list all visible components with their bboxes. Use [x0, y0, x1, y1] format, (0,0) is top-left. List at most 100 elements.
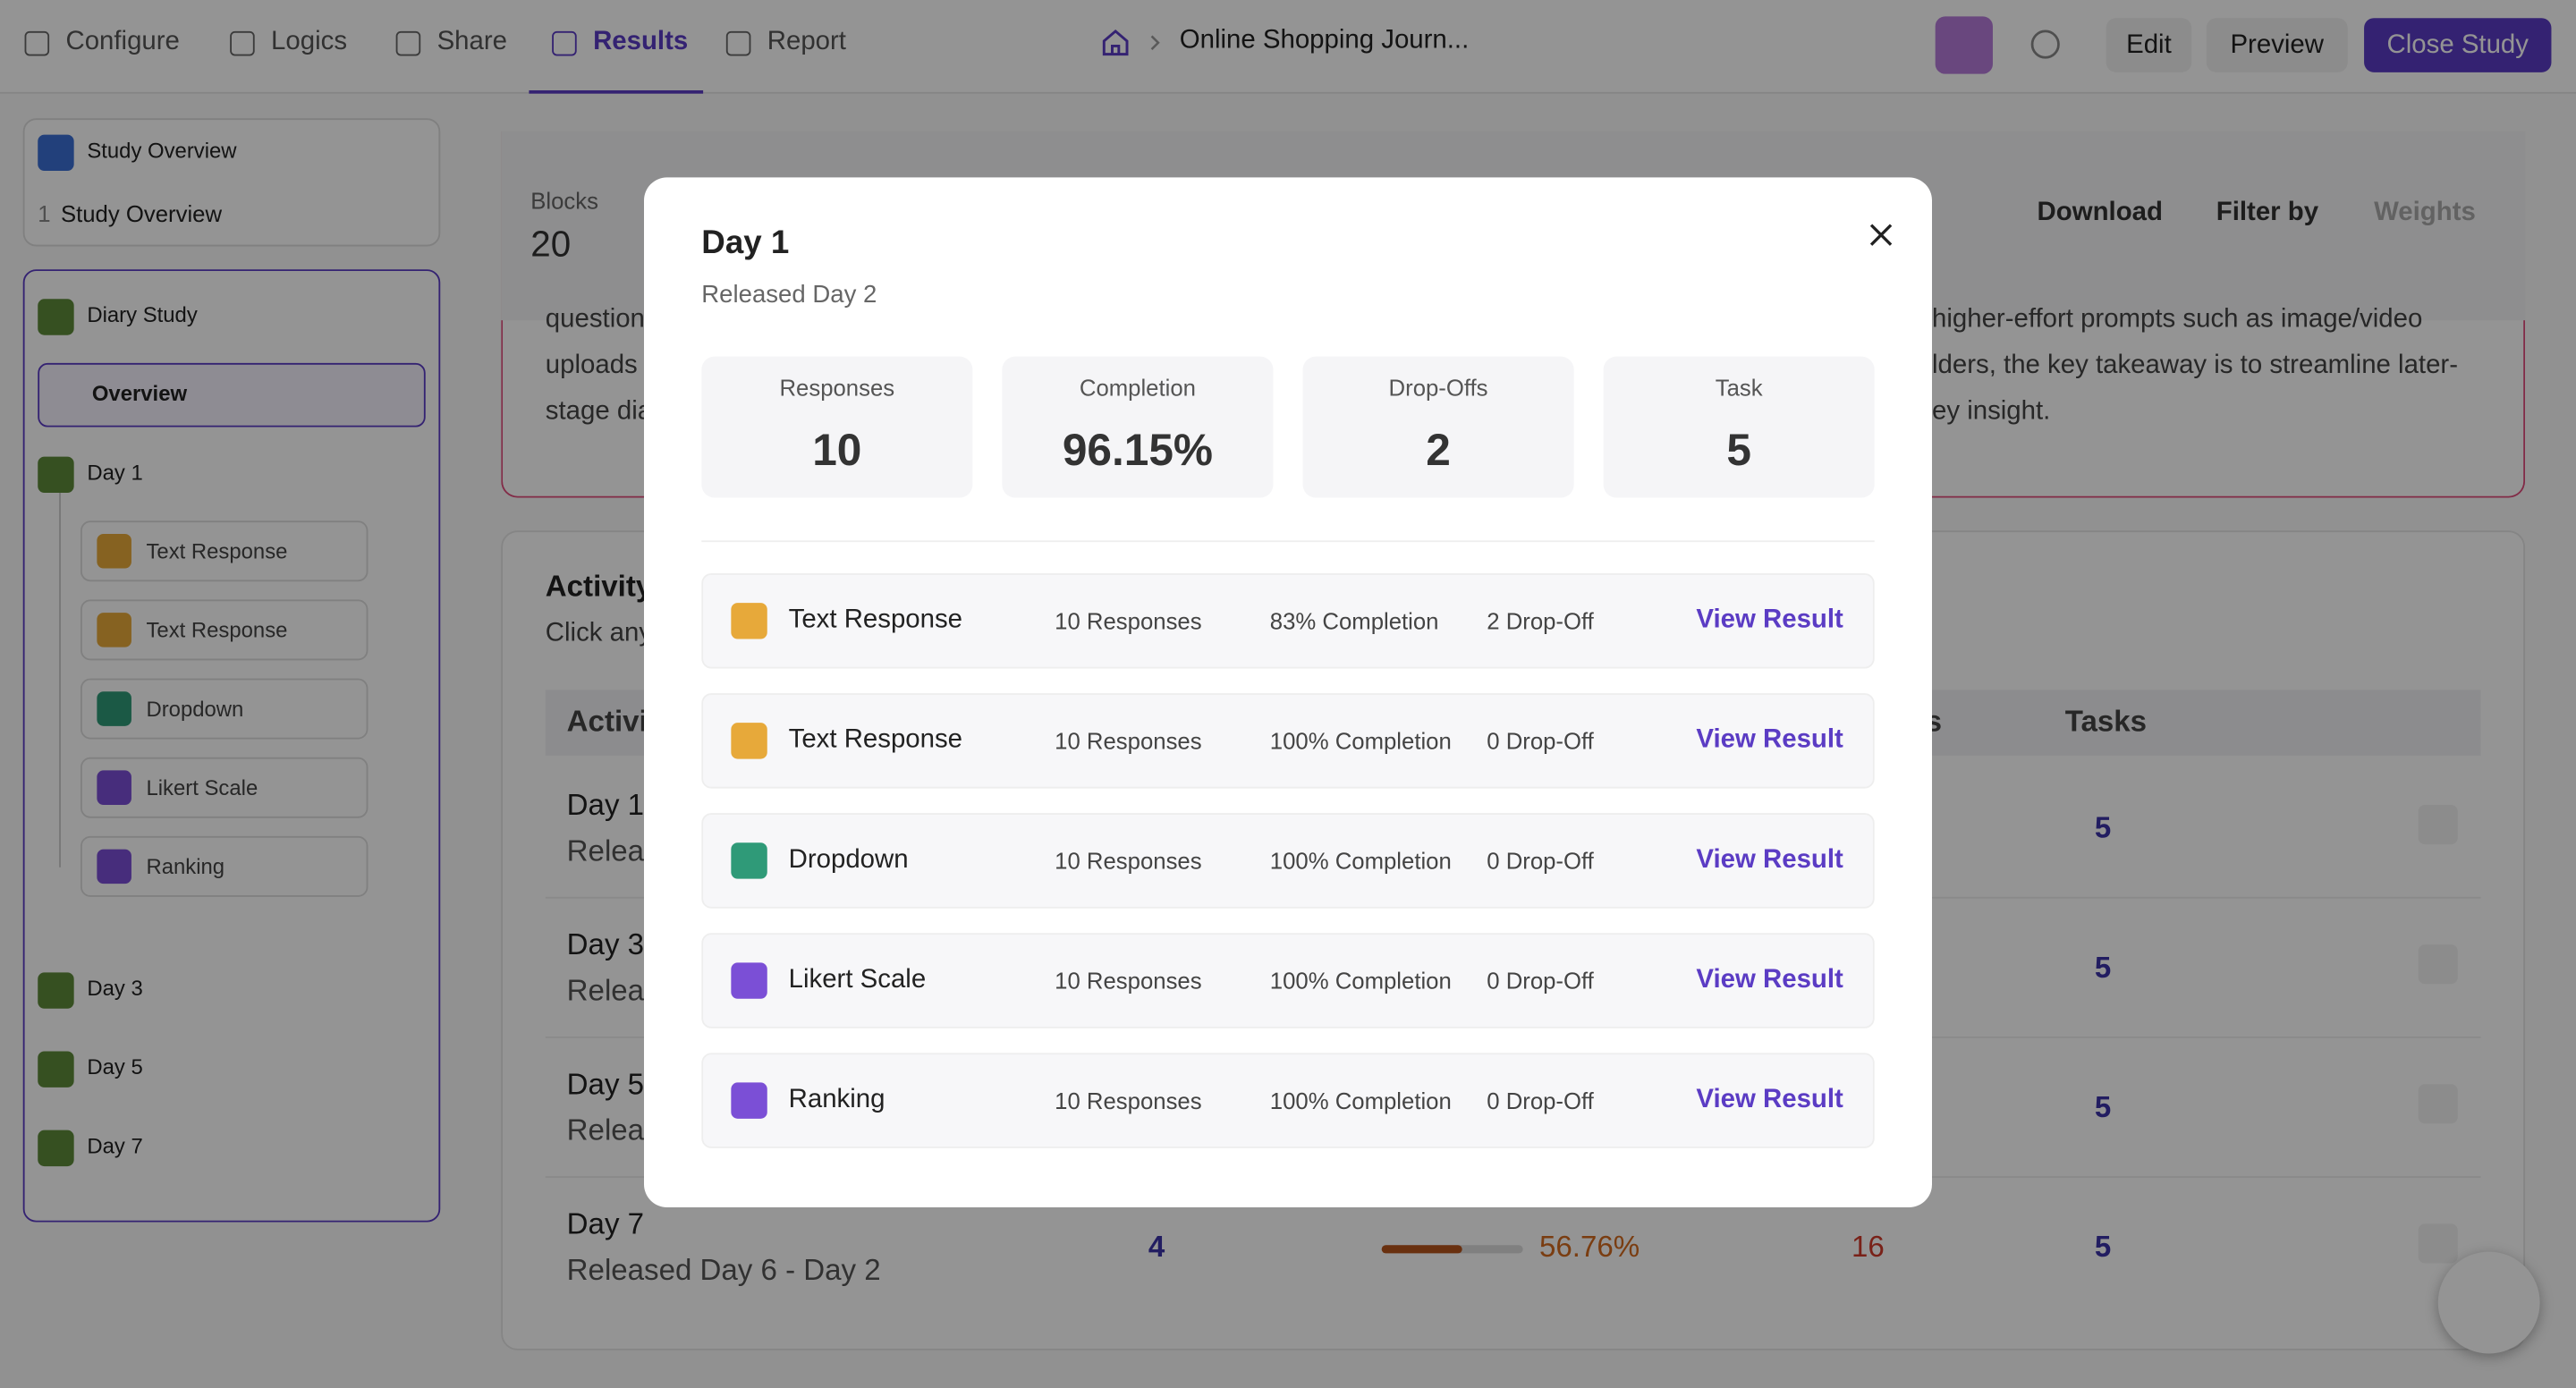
stat-label: Completion	[1079, 374, 1196, 402]
overview-number: 1	[38, 200, 51, 227]
tree-line	[59, 493, 61, 868]
tab[interactable]: Configure	[65, 28, 180, 56]
blocks-value: 20	[530, 223, 572, 265]
chat-button[interactable]	[2437, 1251, 2540, 1354]
row-dropoffs: 16	[1852, 1230, 1885, 1264]
diary-icon	[38, 299, 74, 335]
result-responses: 10 Responses	[1055, 847, 1202, 875]
overview-link[interactable]: Overview	[91, 381, 188, 406]
stat-value: 5	[1726, 425, 1751, 475]
child-item[interactable]	[80, 678, 369, 740]
tab-icon	[24, 30, 50, 56]
summary-button[interactable]: Weights	[2374, 199, 2476, 227]
day-icon	[38, 972, 74, 1009]
child-label[interactable]: Likert Scale	[146, 774, 258, 800]
child-item[interactable]	[80, 835, 369, 897]
activity-title: Activity	[545, 570, 653, 604]
tab[interactable]: Logics	[271, 28, 348, 56]
child-icon	[97, 849, 131, 884]
result-dropoff: 0 Drop-Off	[1487, 727, 1594, 755]
child-item[interactable]	[80, 599, 369, 661]
modal-title: Day 1	[701, 224, 790, 262]
result-name: Likert Scale	[788, 966, 927, 994]
summary-text: question	[545, 305, 645, 334]
breadcrumb[interactable]: Online Shopping Journ...	[1179, 26, 1470, 55]
expand-icon[interactable]	[2418, 1084, 2458, 1124]
day-title[interactable]: Day 5	[87, 1054, 143, 1079]
tab[interactable]: Share	[436, 28, 508, 56]
overview-title: Study Overview	[87, 138, 237, 163]
row-sub: Released Day 6 - Day 2	[566, 1253, 881, 1287]
stat-label: Task	[1715, 374, 1763, 402]
result-icon	[731, 723, 767, 759]
tab[interactable]: Report	[767, 28, 846, 56]
result-row	[701, 693, 1875, 789]
child-icon	[97, 613, 131, 647]
ai-button[interactable]	[1935, 16, 1993, 74]
globe-icon[interactable]	[2029, 28, 2062, 61]
result-completion: 100% Completion	[1269, 847, 1452, 875]
breadcrumb-icons	[1102, 29, 1160, 56]
result-icon	[731, 842, 767, 879]
row-sub: Relea	[566, 834, 645, 868]
result-responses: 10 Responses	[1055, 727, 1202, 755]
nav-button[interactable]: Preview	[2206, 18, 2348, 72]
result-dropoff: 0 Drop-Off	[1487, 1087, 1594, 1114]
stat-label: Responses	[779, 374, 895, 402]
summary-text: stage dia	[545, 397, 653, 426]
day-title[interactable]: Day 7	[87, 1133, 143, 1158]
child-label[interactable]: Ranking	[146, 854, 225, 879]
diary-title[interactable]: Diary Study	[87, 301, 198, 327]
child-label[interactable]: Dropdown	[146, 696, 244, 722]
expand-icon[interactable]	[2418, 944, 2458, 985]
stat-card	[1002, 356, 1274, 498]
activity-subtitle: Click any	[545, 619, 653, 647]
result-name: Ranking	[788, 1086, 886, 1114]
summary-button[interactable]: Filter by	[2216, 199, 2319, 227]
expand-icon[interactable]	[2418, 1223, 2458, 1264]
result-row	[701, 573, 1875, 669]
result-row	[701, 813, 1875, 909]
result-name: Dropdown	[788, 845, 909, 875]
blocks-label: Blocks	[530, 187, 599, 214]
day-title[interactable]: Day 3	[87, 976, 143, 1001]
result-dropoff: 0 Drop-Off	[1487, 847, 1594, 875]
result-responses: 10 Responses	[1055, 607, 1202, 634]
row-name: Day 7	[566, 1207, 645, 1240]
view-result[interactable]: View Result	[1696, 725, 1843, 755]
close-button[interactable]	[1868, 222, 1894, 248]
nav-button[interactable]: Edit	[2106, 18, 2192, 72]
view-result[interactable]: View Result	[1696, 966, 1843, 994]
tab[interactable]: Results	[593, 28, 689, 56]
child-item[interactable]	[80, 757, 369, 818]
modal-subtitle: Released Day 2	[701, 281, 877, 309]
overview-panel	[22, 118, 441, 247]
expand-icon[interactable]	[2418, 805, 2458, 845]
result-icon	[731, 603, 767, 639]
progress-fill	[1381, 1245, 1462, 1254]
day-title[interactable]: Day 1	[87, 460, 143, 485]
result-completion: 100% Completion	[1269, 967, 1452, 994]
stat-card	[1603, 356, 1875, 498]
child-icon	[97, 770, 131, 806]
nav-button[interactable]: Close Study	[2364, 18, 2552, 72]
child-label[interactable]: Text Response	[146, 617, 288, 643]
result-responses: 10 Responses	[1055, 967, 1202, 994]
view-result[interactable]: View Result	[1696, 1086, 1843, 1114]
child-icon	[97, 533, 131, 569]
summary-text: higher-effort prompts such as image/vide…	[1932, 305, 2423, 334]
row-sub: Relea	[566, 1113, 645, 1147]
overview-item[interactable]: Study Overview	[60, 200, 223, 227]
stat-card	[701, 356, 973, 498]
tab-icon	[230, 30, 255, 56]
day-icon	[38, 1130, 74, 1167]
view-result[interactable]: View Result	[1696, 605, 1843, 634]
summary-button[interactable]: Download	[2037, 199, 2163, 227]
child-item[interactable]	[80, 520, 369, 582]
result-completion: 83% Completion	[1269, 607, 1439, 634]
summary-text: uploads	[545, 351, 638, 380]
view-result[interactable]: View Result	[1696, 845, 1843, 875]
divider	[701, 540, 1875, 543]
result-completion: 100% Completion	[1269, 727, 1452, 755]
child-label[interactable]: Text Response	[146, 538, 288, 564]
